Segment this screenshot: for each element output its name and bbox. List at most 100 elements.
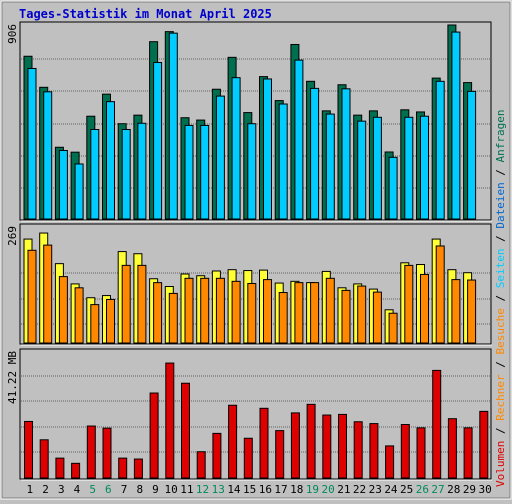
bar-volumen-day-20: [322, 414, 332, 479]
bar-besuche-day-4: [74, 287, 84, 344]
legend-separator: /: [494, 288, 507, 308]
bar-volumen-day-4: [71, 462, 81, 479]
day-label-2: 2: [42, 483, 49, 496]
bar-volumen-day-25: [400, 424, 410, 479]
day-label-10: 10: [165, 483, 178, 496]
day-label-18: 18: [290, 483, 303, 496]
legend-separator: /: [494, 355, 507, 375]
bar-volumen-day-23: [369, 423, 379, 479]
bar-dateien-day-22: [357, 120, 367, 220]
bar-besuche-day-18: [294, 282, 304, 344]
day-label-4: 4: [74, 483, 81, 496]
bar-besuche-day-21: [341, 289, 351, 344]
bar-dateien-day-23: [372, 116, 382, 220]
legend-separator: /: [494, 162, 507, 182]
legend-item-rechner: Rechner: [494, 374, 507, 421]
day-label-1: 1: [27, 483, 34, 496]
bar-besuche-day-22: [357, 285, 367, 344]
day-label-3: 3: [58, 483, 65, 496]
panel-frame: [19, 348, 492, 480]
bar-besuche-day-10: [168, 292, 178, 344]
bar-besuche-day-28: [451, 279, 461, 344]
axis-max-label-anfragen-dateien: 906: [6, 24, 19, 44]
bar-besuche-day-16: [263, 279, 272, 344]
bar-volumen-day-5: [86, 425, 96, 479]
bar-dateien-day-3: [58, 149, 68, 220]
day-label-21: 21: [337, 483, 350, 496]
day-label-12: 12: [196, 483, 209, 496]
bar-besuche-day-7: [121, 264, 131, 344]
bar-volumen-day-9: [149, 392, 159, 479]
bar-volumen-day-18: [290, 412, 300, 479]
bar-volumen-day-12: [196, 451, 206, 479]
legend-item-dateien: Dateien: [494, 182, 507, 228]
day-label-8: 8: [136, 483, 143, 496]
bar-dateien-day-28: [451, 31, 461, 220]
legend-item-besuche: Besuche: [494, 308, 507, 354]
bar-besuche-day-17: [278, 292, 288, 344]
bar-besuche-day-1: [27, 249, 37, 344]
bar-dateien-day-7: [121, 128, 131, 220]
bar-dateien-day-21: [341, 88, 351, 220]
bar-dateien-day-1: [27, 67, 37, 220]
day-label-23: 23: [369, 483, 382, 496]
bar-besuche-day-20: [325, 277, 335, 344]
legend-separator: /: [494, 229, 507, 249]
chart-title: Tages-Statistik im Monat April 2025: [19, 7, 272, 21]
day-label-9: 9: [152, 483, 159, 496]
bar-volumen-day-21: [338, 413, 347, 479]
day-label-29: 29: [463, 483, 476, 496]
bar-besuche-day-27: [435, 245, 445, 344]
bar-dateien-day-13: [215, 95, 225, 220]
bar-dateien-day-11: [184, 124, 194, 220]
axis-max-label-volumen: 41.22 MB: [6, 351, 19, 404]
bar-besuche-day-25: [404, 264, 414, 344]
bar-dateien-day-18: [294, 59, 304, 220]
bar-besuche-day-24: [388, 312, 398, 344]
bar-volumen-day-19: [306, 403, 316, 479]
day-label-11: 11: [180, 483, 193, 496]
bar-volumen-day-24: [385, 445, 395, 479]
bar-besuche-day-15: [247, 282, 257, 344]
panel-frame: [19, 21, 492, 221]
bar-dateien-day-16: [263, 78, 272, 220]
bar-besuche-day-3: [58, 276, 68, 344]
bar-dateien-day-10: [168, 32, 178, 220]
legend-item-seiten: Seiten: [494, 249, 507, 289]
bar-dateien-day-19: [310, 87, 320, 220]
bar-volumen-day-16: [259, 407, 269, 479]
bar-dateien-day-15: [247, 123, 257, 220]
bar-volumen-day-27: [432, 369, 442, 479]
bar-dateien-day-26: [420, 115, 429, 220]
bar-dateien-day-24: [388, 156, 398, 220]
day-label-16: 16: [259, 483, 272, 496]
bar-volumen-day-22: [353, 421, 363, 479]
bar-dateien-day-25: [404, 116, 414, 220]
bar-dateien-day-2: [43, 91, 53, 220]
bar-dateien-day-20: [325, 113, 335, 220]
day-label-25: 25: [400, 483, 413, 496]
day-label-14: 14: [227, 483, 241, 496]
bar-besuche-day-6: [106, 298, 115, 344]
bar-volumen-day-3: [55, 457, 65, 479]
bar-dateien-day-5: [90, 128, 100, 220]
bar-volumen-day-10: [165, 362, 175, 479]
bar-volumen-day-17: [275, 430, 285, 479]
day-label-22: 22: [353, 483, 366, 496]
legend: Volumen / Rechner / Besuche / Seiten / D…: [494, 109, 507, 487]
panel-volumen: 41.22 MB: [6, 348, 492, 481]
bar-volumen-day-1: [24, 420, 33, 479]
legend-item-volumen: Volumen: [494, 441, 507, 487]
bar-volumen-day-14: [228, 404, 238, 479]
bar-volumen-day-6: [102, 427, 112, 479]
bar-volumen-day-26: [416, 427, 426, 479]
bar-dateien-day-8: [137, 122, 147, 220]
bar-besuche-day-19: [310, 282, 320, 344]
day-label-26: 26: [416, 483, 429, 496]
bar-besuche-day-14: [231, 280, 241, 344]
bar-dateien-day-29: [467, 90, 477, 220]
